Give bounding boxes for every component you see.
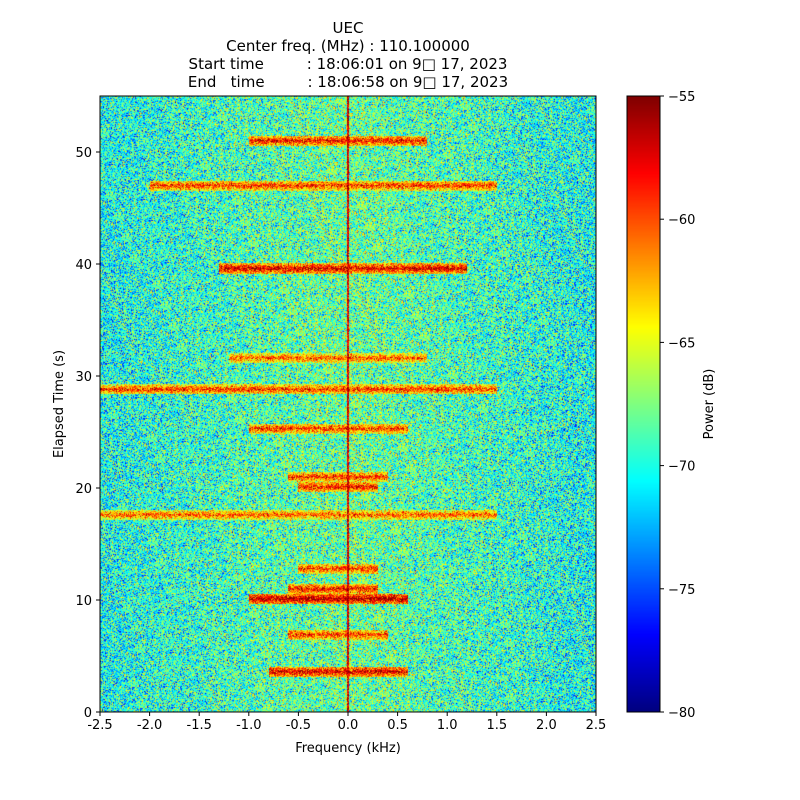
colorbar-tick-label: −80 bbox=[668, 706, 695, 721]
y-tick-label: 0 bbox=[84, 706, 92, 721]
x-tick-label: 1.0 bbox=[437, 718, 458, 733]
x-tick-label: -1.0 bbox=[236, 718, 261, 733]
x-tick-label: 0.0 bbox=[338, 718, 359, 733]
spectrogram-heatmap bbox=[100, 96, 596, 712]
colorbar-tick-label: −75 bbox=[668, 583, 695, 598]
title-line-4: End time : 18:06:58 on 9□ 17, 2023 bbox=[187, 73, 509, 91]
title-line-1: UEC bbox=[332, 19, 364, 37]
y-tick-label: 50 bbox=[75, 146, 92, 161]
colorbar-tick-label: −70 bbox=[668, 460, 695, 475]
x-tick-label: -0.5 bbox=[286, 718, 311, 733]
colorbar-ticks: −55 −60 −65 −70 −75 −80 bbox=[660, 90, 695, 721]
colorbar-gradient bbox=[627, 96, 660, 712]
x-tick-label: -2.5 bbox=[87, 718, 112, 733]
y-tick-label: 40 bbox=[75, 258, 92, 273]
y-tick-label: 20 bbox=[75, 482, 92, 497]
x-tick-label: 1.5 bbox=[486, 718, 507, 733]
colorbar-tick-label: −65 bbox=[668, 336, 695, 351]
chart-title: UEC Center freq. (MHz) : 110.100000 Star… bbox=[100, 19, 596, 91]
y-axis-ticks: 0 10 20 30 40 50 bbox=[75, 146, 100, 721]
x-tick-label: 0.5 bbox=[387, 718, 408, 733]
x-axis-ticks: -2.5 -2.0 -1.5 -1.0 -0.5 0.0 0.5 1.0 1.5 2.0 2.5 bbox=[87, 712, 606, 733]
x-tick-label: -2.0 bbox=[137, 718, 162, 733]
title-line-3: Start time : 18:06:01 on 9□ 17, 2023 bbox=[188, 55, 508, 73]
colorbar-frame bbox=[626, 95, 661, 713]
y-tick-label: 30 bbox=[75, 370, 92, 385]
y-tick-label: 10 bbox=[75, 594, 92, 609]
x-tick-label: 2.5 bbox=[586, 718, 607, 733]
colorbar-label: Power (dB) bbox=[702, 369, 717, 440]
title-line-2: Center freq. (MHz) : 110.100000 bbox=[226, 37, 470, 55]
x-tick-label: 2.0 bbox=[536, 718, 557, 733]
colorbar-tick-label: −60 bbox=[668, 213, 695, 228]
x-tick-label: -1.5 bbox=[187, 718, 212, 733]
colorbar-tick-label: −55 bbox=[668, 90, 695, 105]
y-axis-label: Elapsed Time (s) bbox=[52, 350, 67, 458]
x-axis-label: Frequency (kHz) bbox=[295, 741, 401, 756]
plot-frame bbox=[99, 95, 597, 713]
